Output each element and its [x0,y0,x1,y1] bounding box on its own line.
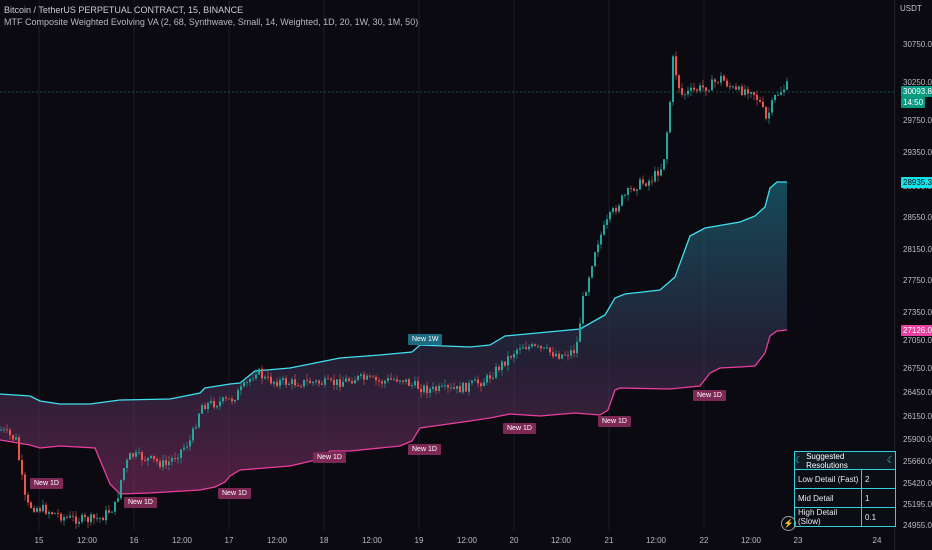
time-tick-label: 12:00 [550,536,572,545]
new-period-marker: New 1D [598,416,631,427]
time-tick-label: 22 [699,536,709,545]
price-tick-label: 25900.0 [903,435,932,444]
time-tick-label: 24 [872,536,882,545]
new-period-marker: New 1W [408,334,443,345]
lower-band-price-tag: 27126.0 [901,325,932,336]
row-label: High Detail (Slow) [795,508,862,526]
price-tick-label: 28150.0 [903,245,932,254]
time-tick-label: 20 [509,536,519,545]
indicator-title[interactable]: MTF Composite Weighted Evolving VA (2, 6… [4,17,419,27]
new-period-marker: New 1D [503,423,536,434]
row-value: 2 [865,474,870,484]
chart-header: Bitcoin / TetherUS PERPETUAL CONTRACT, 1… [4,4,418,28]
row-value: 0.1 [865,512,877,522]
new-period-marker: New 1D [408,444,441,455]
time-tick-label: 12:00 [266,536,288,545]
new-period-marker: New 1D [124,497,157,508]
table-row: High Detail (Slow) 0.1 [795,508,895,526]
time-tick-label: 15 [34,536,44,545]
price-tick-label: 29750.0 [903,116,932,125]
time-tick-label: 16 [129,536,139,545]
lower-band-line [0,329,788,495]
time-tick-label: 23 [793,536,803,545]
row-value: 1 [865,493,870,503]
price-tick-label: 25420.0 [903,479,932,488]
price-tick-label: 27050.0 [903,336,932,345]
suggested-resolutions-table: ☾ Suggested Resolutions ☾ Low Detail (Fa… [794,451,896,527]
time-tick-label: 18 [319,536,329,545]
price-tick-label: 26450.0 [903,388,932,397]
upper-band-line [0,181,787,405]
symbol-title[interactable]: Bitcoin / TetherUS PERPETUAL CONTRACT, 1… [4,5,244,15]
moon-icon: ☾ [795,455,804,465]
time-tick-label: 19 [414,536,424,545]
time-tick-label: 21 [604,536,614,545]
price-tick-label: 28550.0 [903,213,932,222]
session-grid [38,0,705,530]
price-tick-label: 30750.0 [903,40,932,49]
price-tick-label: 26750.0 [903,364,932,373]
moon-icon: ☾ [886,455,895,465]
table-row: Low Detail (Fast) 2 [795,470,895,489]
upper-band-price-tag: 28935.3 [901,177,932,188]
price-tick-label: 24955.0 [903,521,932,530]
new-period-marker: New 1D [313,452,346,463]
price-tick-label: 25195.0 [903,500,932,509]
currency-label[interactable]: USDT [900,4,922,13]
time-tick-label: 12:00 [361,536,383,545]
price-tick-label: 29350.0 [903,148,932,157]
price-tick-label: 25660.0 [903,457,932,466]
row-label: Mid Detail [795,489,862,507]
price-tick-label: 30250.0 [903,78,932,87]
price-tick-label: 26150.0 [903,412,932,421]
table-title: Suggested Resolutions [806,451,848,470]
table-header: ☾ Suggested Resolutions ☾ [795,452,895,470]
lightning-bolt-icon[interactable]: ⚡ [781,516,796,531]
time-tick-label: 17 [224,536,234,545]
time-tick-label: 12:00 [740,536,762,545]
new-period-marker: New 1D [30,478,63,489]
price-scale-divider [894,0,895,550]
new-period-marker: New 1D [218,488,251,499]
candles [0,51,788,529]
time-tick-label: 12:00 [456,536,478,545]
last-price-tag: 30093.8 [901,86,932,97]
new-period-marker: New 1D [693,390,726,401]
price-tick-label: 27350.0 [903,308,932,317]
row-label: Low Detail (Fast) [795,470,862,488]
time-tick-label: 12:00 [645,536,667,545]
value-area-fill [0,182,787,494]
bar-countdown-tag: 14:50 [901,97,926,108]
table-row: Mid Detail 1 [795,489,895,508]
time-tick-label: 12:00 [76,536,98,545]
price-tick-label: 27750.0 [903,276,932,285]
time-tick-label: 12:00 [171,536,193,545]
